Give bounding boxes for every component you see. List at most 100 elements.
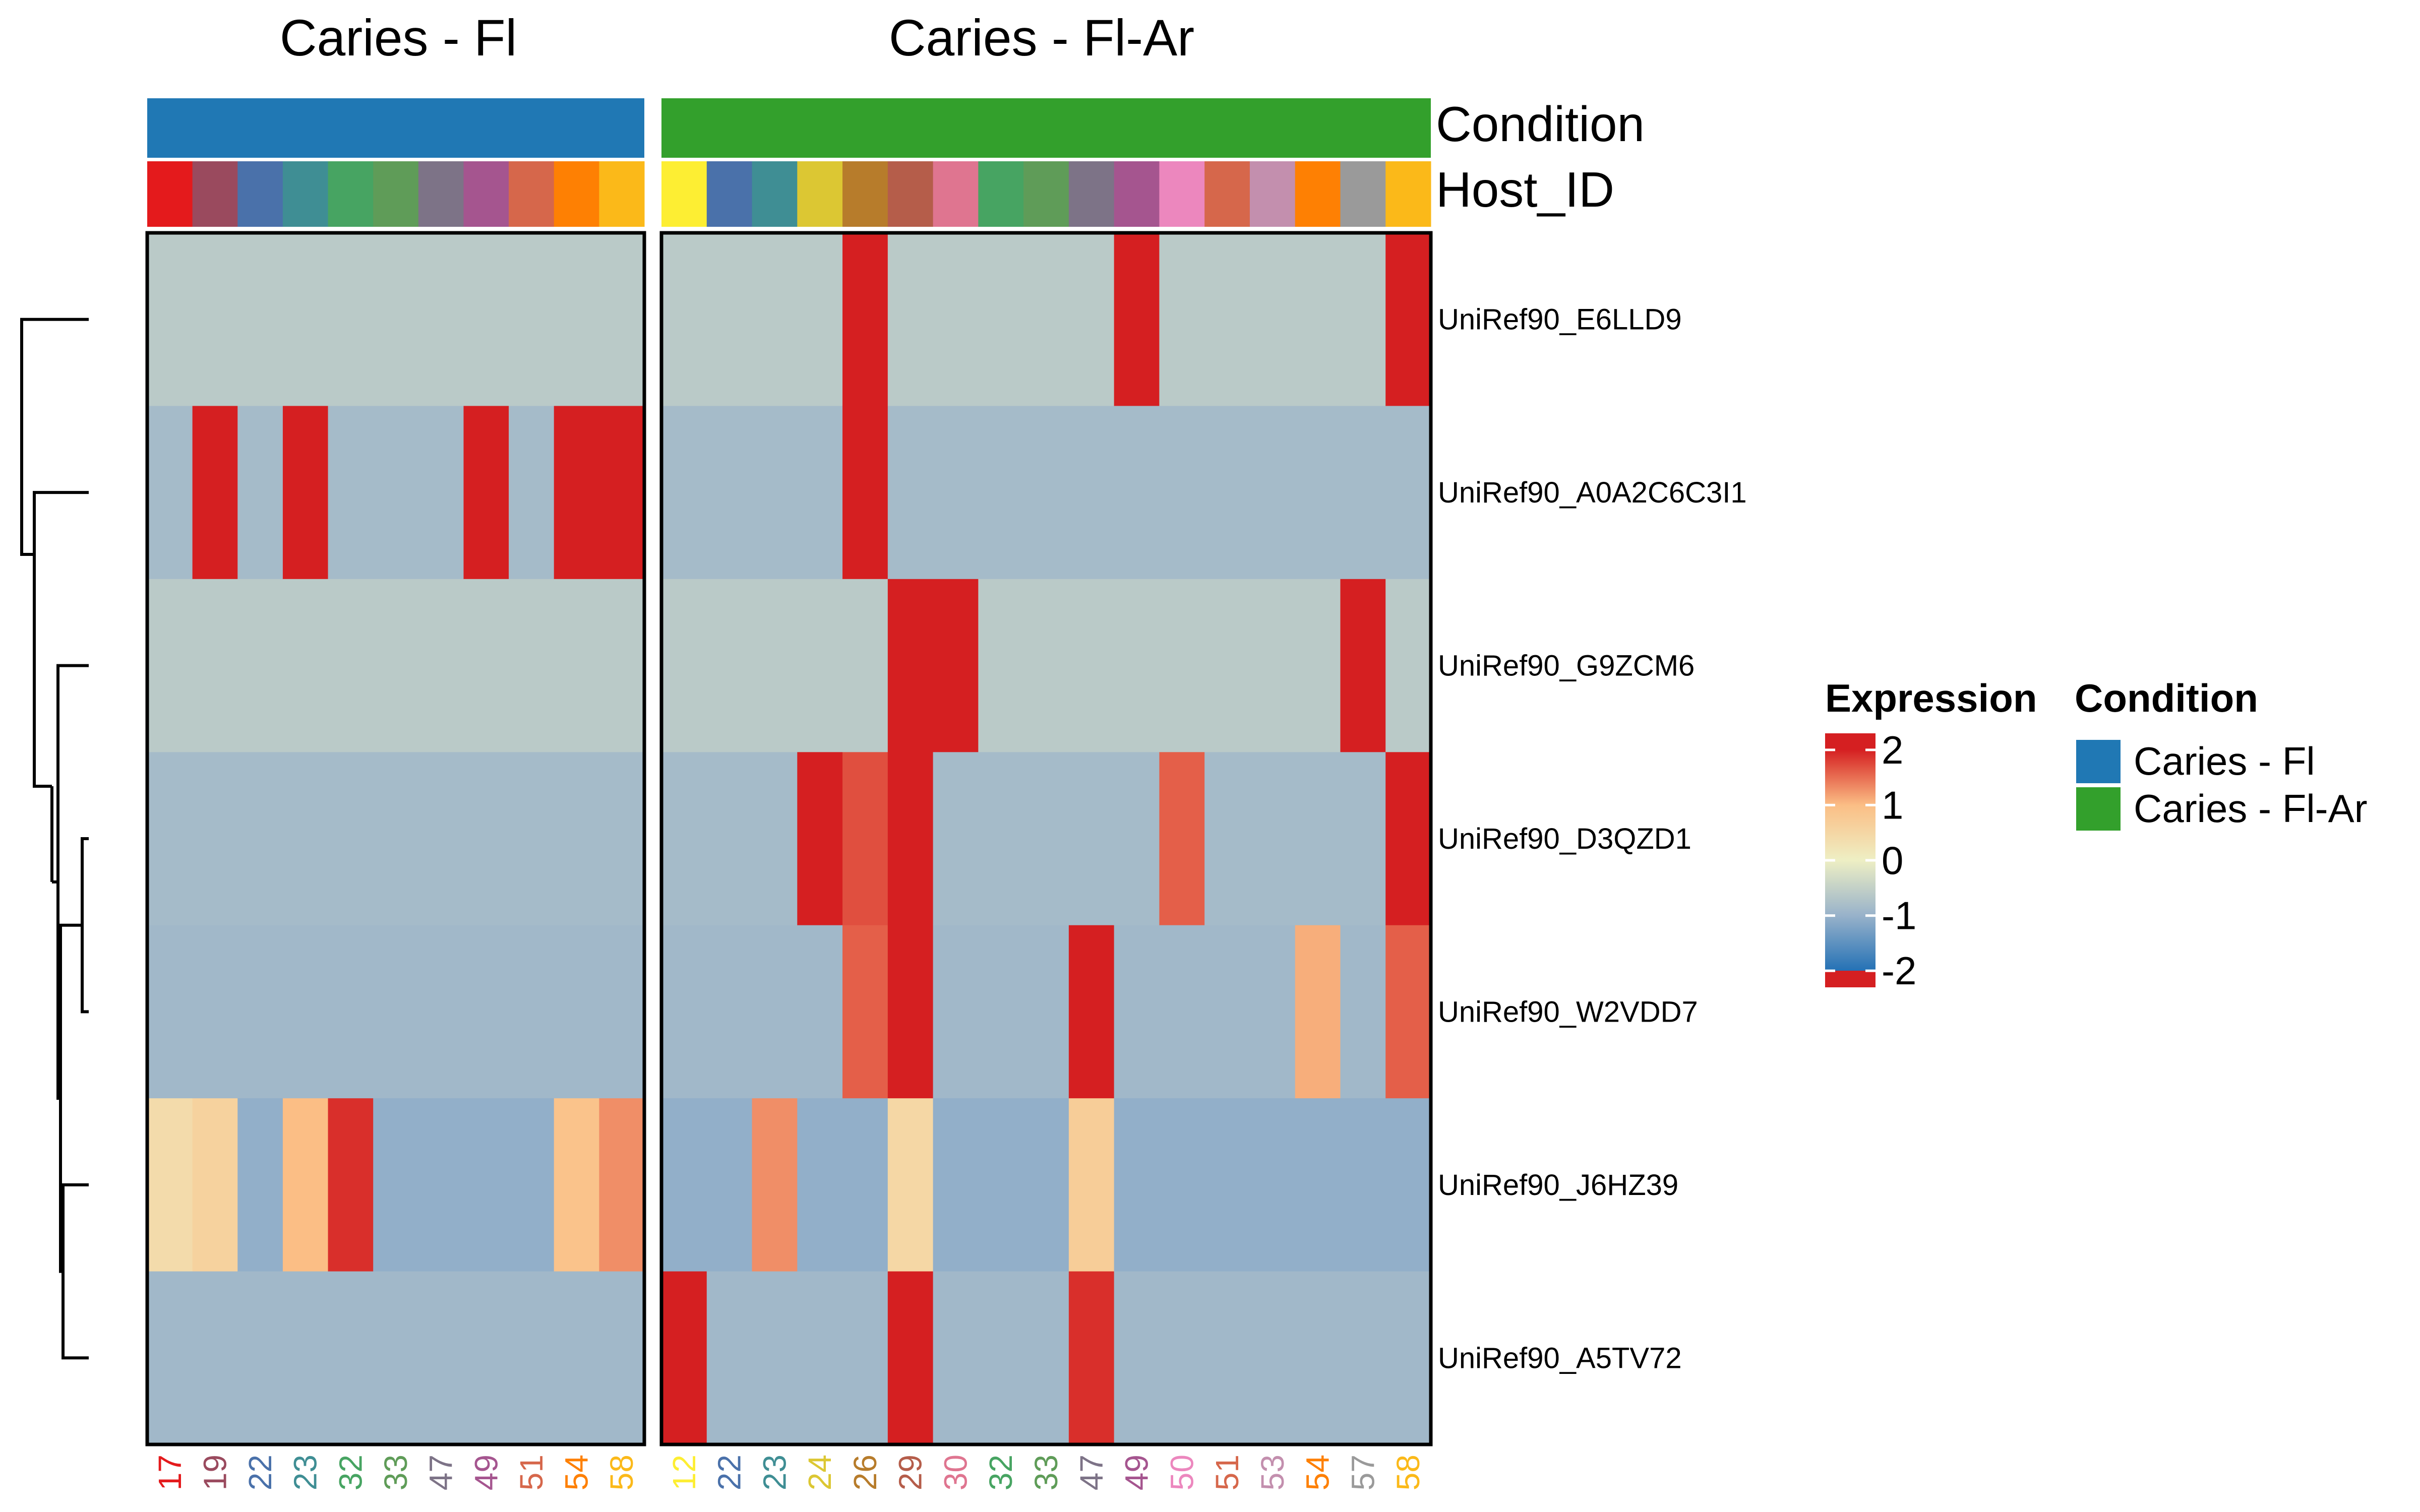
host-id-annotation-label: Host_ID: [1436, 162, 1614, 217]
expression-ticks: 2 1 0 -1 -2: [1825, 728, 1916, 993]
heatmap-cell: [1249, 579, 1296, 752]
column-label: 33: [1028, 1455, 1064, 1490]
expression-legend-title: Expression: [1825, 676, 2037, 720]
column-label: 53: [1254, 1455, 1291, 1490]
heatmap-cell: [661, 925, 707, 1099]
heatmap-cell: [147, 233, 193, 406]
panel-title-caries-fl: Caries - Fl: [280, 9, 517, 67]
condition-annotation-label: Condition: [1436, 96, 1645, 152]
panel-frame: [145, 231, 646, 1446]
heatmap-cell: [509, 1098, 555, 1272]
heatmap-cell: [797, 406, 843, 580]
heatmap-cell: [1114, 579, 1160, 752]
heatmap-cell: [1295, 1271, 1341, 1445]
condition-legend-label-caries-fl-ar: Caries - Fl-Ar: [2134, 786, 2368, 831]
heatmap-cell: [192, 233, 238, 406]
heatmap-cell: [1068, 925, 1115, 1099]
annotation-bars: [147, 98, 1431, 227]
heatmap-cell: [1249, 1271, 1296, 1445]
heatmap-cell: [463, 406, 509, 580]
column-label: 49: [1119, 1455, 1155, 1490]
heatmap-cell: [147, 752, 193, 926]
dendrogram-branch: [81, 837, 89, 1014]
heatmap-cell: [328, 406, 374, 580]
heatmap-cell: [933, 925, 979, 1099]
column-label: 29: [892, 1455, 929, 1490]
column-label: 32: [983, 1455, 1019, 1490]
heatmap-cell: [282, 579, 329, 752]
heatmap-cell: [978, 1271, 1024, 1445]
host-id-cell: [1023, 161, 1069, 227]
heatmap-cell: [1385, 1271, 1431, 1445]
heatmap-cell: [509, 752, 555, 926]
heatmap-cell: [237, 1271, 283, 1445]
host-id-cell: [1340, 161, 1386, 227]
heatmap-cell: [237, 406, 283, 580]
row-label: UniRef90_E6LLD9: [1438, 303, 1682, 336]
colorbar-tick-label: 2: [1882, 728, 1903, 772]
host-id-cell: [661, 161, 707, 227]
heatmap-cell: [509, 925, 555, 1099]
heatmap-cell: [373, 406, 419, 580]
heatmap-cell: [373, 1271, 419, 1445]
heatmap-cell: [752, 406, 798, 580]
column-label: 50: [1164, 1455, 1200, 1490]
column-labels: 17 19 22 23 32 33 47 49 51 54 58 12 22 23 24 26 29 30 32 33…: [152, 1455, 1426, 1490]
heatmap-cell: [842, 1098, 888, 1272]
heatmap-cell: [661, 579, 707, 752]
heatmap-cell: [328, 1098, 374, 1272]
host-id-cell: [328, 161, 374, 227]
heatmap-cell: [554, 925, 599, 1099]
column-label: 47: [423, 1455, 459, 1490]
heatmap-cell: [463, 1271, 509, 1445]
heatmap-cell: [1068, 1098, 1115, 1272]
heatmap-cell: [1159, 752, 1205, 926]
heatmap-cell: [1114, 752, 1160, 926]
heatmap-cell: [328, 752, 374, 926]
heatmap-cell: [192, 1271, 238, 1445]
heatmap-cell: [418, 752, 464, 926]
heatmap-cell: [661, 752, 707, 926]
host-id-cell: [1068, 161, 1115, 227]
heatmap-cell: [1204, 1098, 1250, 1272]
heatmap-cell: [509, 1271, 555, 1445]
host-id-cell: [1114, 161, 1160, 227]
row-label: UniRef90_A5TV72: [1438, 1342, 1682, 1374]
heatmap-cell: [1295, 1098, 1341, 1272]
heatmap-cell: [1385, 579, 1431, 752]
row-labels: UniRef90_E6LLD9 UniRef90_A0A2C6C3I1 UniRef…: [1438, 303, 1747, 1375]
condition-legend-swatch-caries-fl-ar: [2076, 787, 2121, 831]
heatmap-cell: [599, 925, 645, 1099]
column-label: 49: [468, 1455, 504, 1490]
heatmap-cell: [147, 1271, 193, 1445]
column-label: 54: [1300, 1455, 1336, 1490]
host-id-cell: [599, 161, 645, 227]
heatmap-cell: [1295, 925, 1341, 1099]
heatmap-cell: [1385, 925, 1431, 1099]
heatmap-cell: [373, 233, 419, 406]
panel-title-caries-fl-ar: Caries - Fl-Ar: [889, 9, 1194, 67]
heatmap-cell: [797, 1098, 843, 1272]
host-id-cell: [1249, 161, 1296, 227]
heatmap-cell: [418, 925, 464, 1099]
dendrogram-branch: [62, 1183, 89, 1360]
heatmap-cell: [373, 752, 419, 926]
heatmap-cell: [1159, 579, 1205, 752]
heatmap-cell: [1204, 1271, 1250, 1445]
heatmap-cell: [706, 406, 753, 580]
heatmap-cell: [661, 1271, 707, 1445]
heatmap-cell: [933, 1098, 979, 1272]
condition-bar-caries-fl: [147, 98, 644, 158]
heatmap-cell: [706, 752, 753, 926]
heatmap-cell: [706, 233, 753, 406]
heatmap-cell: [418, 579, 464, 752]
colorbar-tick-label: 1: [1882, 783, 1903, 827]
dendrogram-branch: [20, 318, 89, 556]
panel-frame: [659, 231, 1433, 1446]
column-label: 33: [378, 1455, 414, 1490]
row-label: UniRef90_D3QZD1: [1438, 823, 1691, 855]
heatmap-cell: [237, 579, 283, 752]
heatmap-cell: [933, 1271, 979, 1445]
column-label: 51: [513, 1455, 550, 1490]
heatmap-cell: [1295, 579, 1341, 752]
